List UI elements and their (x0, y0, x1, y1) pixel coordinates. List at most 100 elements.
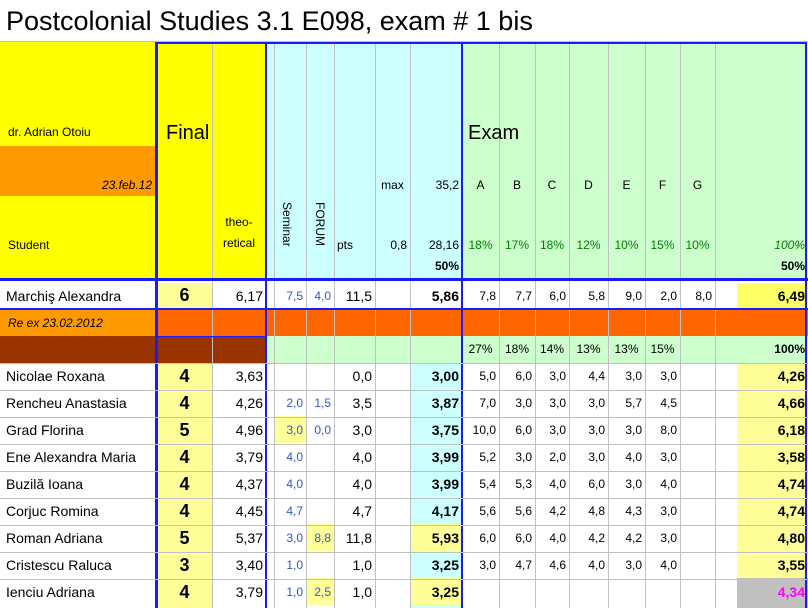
first-final[interactable]: 6 (179, 285, 190, 305)
exam-total-score[interactable]: 4,80 (777, 530, 805, 546)
exam-score[interactable]: 3,0 (625, 423, 642, 437)
seminar-score[interactable] (274, 363, 306, 390)
exam-score[interactable]: 5,6 (515, 504, 532, 518)
final-grade[interactable]: 4 (179, 582, 190, 602)
forum-score[interactable]: 0,0 (314, 423, 331, 437)
first-seminar[interactable]: 7,5 (286, 289, 303, 303)
total-score[interactable]: 3,87 (431, 395, 459, 411)
final-grade[interactable]: 4 (179, 393, 190, 413)
exam-score[interactable]: 8,0 (660, 423, 677, 437)
exam-score[interactable] (569, 579, 608, 606)
final-grade[interactable]: 4 (179, 366, 190, 386)
forum-score[interactable] (306, 444, 334, 471)
final-grade[interactable]: 4 (179, 447, 190, 467)
forum-score[interactable] (306, 552, 334, 579)
seminar-score[interactable]: 4,0 (286, 450, 303, 464)
exam-score[interactable]: 4,0 (625, 450, 642, 464)
pts-score[interactable]: 11,8 (345, 530, 372, 546)
exam-score[interactable]: 3,0 (549, 369, 566, 383)
pts-score[interactable]: 3,0 (352, 422, 372, 438)
exam-score[interactable]: 4,2 (549, 504, 566, 518)
exam-score[interactable]: 10,0 (472, 423, 496, 437)
pts-score[interactable]: 4,0 (352, 449, 372, 465)
first-pts[interactable]: 11,5 (345, 288, 372, 304)
first-exam-cell[interactable]: 7,7 (515, 289, 532, 303)
exam-score[interactable]: 4,5 (660, 396, 677, 410)
first-exam-cell[interactable]: 7,8 (479, 289, 496, 303)
exam-score[interactable]: 4,0 (549, 477, 566, 491)
exam-score[interactable]: 5,3 (515, 477, 532, 491)
seminar-score[interactable]: 1,0 (286, 585, 303, 599)
seminar-score[interactable]: 1,0 (286, 558, 303, 572)
first-student-name[interactable]: Marchiş Alexandra (6, 288, 122, 304)
exam-score[interactable]: 5,7 (625, 396, 642, 410)
exam-total-score[interactable]: 3,55 (777, 557, 805, 573)
student-name[interactable]: Roman Adriana (6, 530, 103, 546)
exam-total-score[interactable]: 4,74 (777, 476, 805, 492)
exam-score[interactable]: 4,7 (515, 558, 532, 572)
exam-score[interactable]: 3,0 (625, 369, 642, 383)
first-exam-cell[interactable]: 8,0 (695, 289, 712, 303)
exam-score[interactable]: 3,0 (515, 396, 532, 410)
forum-score[interactable] (306, 363, 334, 390)
forum-score[interactable]: 8,8 (314, 531, 331, 545)
seminar-score[interactable]: 4,0 (286, 477, 303, 491)
exam-score[interactable]: 4,0 (660, 558, 677, 572)
seminar-score[interactable]: 3,0 (286, 531, 303, 545)
exam-score[interactable]: 7,0 (479, 396, 496, 410)
student-name[interactable]: Nicolae Roxana (6, 368, 105, 384)
student-name[interactable]: Ene Alexandra Maria (6, 449, 136, 465)
exam-score[interactable]: 4,8 (588, 504, 605, 518)
exam-score[interactable]: 2,0 (549, 450, 566, 464)
exam-score[interactable] (645, 579, 680, 606)
student-name[interactable]: Corjuc Romina (6, 503, 99, 519)
exam-score[interactable]: 3,0 (625, 558, 642, 572)
final-grade[interactable]: 4 (179, 474, 190, 494)
student-name[interactable]: Buzilă Ioana (6, 476, 84, 492)
exam-score[interactable]: 6,0 (588, 477, 605, 491)
first-forum[interactable]: 4,0 (314, 289, 331, 303)
exam-score[interactable]: 3,0 (479, 558, 496, 572)
exam-score[interactable]: 4,3 (625, 504, 642, 518)
theo-score[interactable]: 3,40 (235, 557, 263, 573)
exam-total-score[interactable]: 4,26 (777, 368, 805, 384)
exam-score[interactable]: 5,0 (479, 369, 496, 383)
pts-score[interactable]: 1,0 (352, 557, 372, 573)
first-exam-cell[interactable]: 6,0 (549, 289, 566, 303)
exam-score[interactable] (462, 579, 499, 606)
forum-score[interactable]: 2,5 (314, 585, 331, 599)
theo-score[interactable]: 3,63 (235, 368, 263, 384)
theo-score[interactable]: 4,96 (235, 422, 263, 438)
exam-total-score[interactable]: 6,18 (777, 422, 805, 438)
forum-score[interactable]: 1,5 (314, 396, 331, 410)
exam-score[interactable] (535, 579, 569, 606)
exam-total-score[interactable]: 4,66 (777, 395, 805, 411)
student-name[interactable]: Rencheu Anastasia (6, 395, 127, 411)
exam-score[interactable] (499, 579, 535, 606)
exam-score[interactable]: 3,0 (588, 423, 605, 437)
pts-score[interactable]: 4,7 (352, 503, 372, 519)
exam-score[interactable]: 5,2 (479, 450, 496, 464)
seminar-score[interactable]: 4,7 (286, 504, 303, 518)
exam-score[interactable]: 4,2 (625, 531, 642, 545)
exam-score[interactable]: 6,0 (515, 369, 532, 383)
exam-score[interactable]: 4,0 (660, 477, 677, 491)
theo-score[interactable]: 3,79 (235, 449, 263, 465)
total-score[interactable]: 3,99 (431, 449, 459, 465)
seminar-score[interactable]: 3,0 (286, 423, 303, 437)
exam-score[interactable]: 3,0 (660, 450, 677, 464)
final-grade[interactable]: 5 (179, 528, 190, 548)
exam-score[interactable]: 3,0 (660, 369, 677, 383)
first-exam-cell[interactable]: 2,0 (660, 289, 677, 303)
exam-score[interactable] (608, 579, 645, 606)
exam-score[interactable]: 3,0 (549, 423, 566, 437)
student-name[interactable]: Grad Florina (6, 422, 84, 438)
first-theo[interactable]: 6,17 (235, 288, 263, 304)
first-total[interactable]: 5,86 (431, 288, 459, 304)
total-score[interactable]: 5,93 (431, 530, 459, 546)
pts-score[interactable]: 3,5 (352, 395, 372, 411)
theo-score[interactable]: 4,37 (235, 476, 263, 492)
exam-total-score[interactable]: 3,58 (777, 449, 805, 465)
exam-score[interactable]: 4,2 (588, 531, 605, 545)
forum-score[interactable] (306, 471, 334, 498)
